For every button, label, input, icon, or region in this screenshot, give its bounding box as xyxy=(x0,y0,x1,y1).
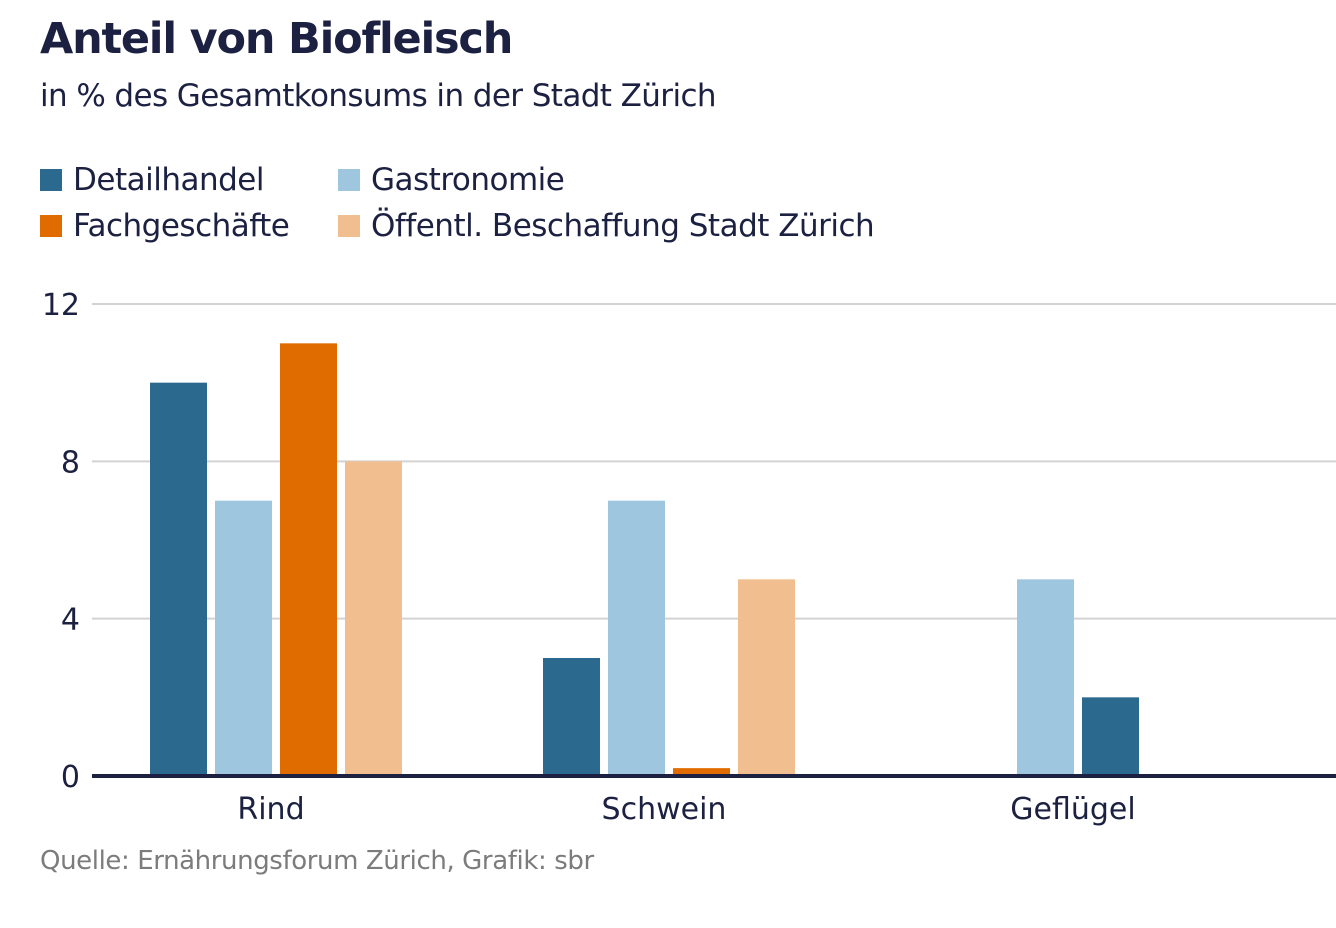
bar-rind-fachgeschafte xyxy=(280,343,337,776)
bar-schwein-fachgeschafte xyxy=(673,768,730,776)
legend-item-detailhandel: Detailhandel xyxy=(40,162,264,198)
bar-rind-offentl-beschaffung-stadt-zurich xyxy=(345,461,402,776)
legend-swatch-fachgeschaefte xyxy=(40,215,62,237)
legend-label: Fachgeschäfte xyxy=(73,208,290,244)
legend-label: Detailhandel xyxy=(73,162,264,198)
bar-geflugel-gastronomie xyxy=(1017,579,1074,776)
x-category-label: Rind xyxy=(237,792,304,827)
y-tick-label: 4 xyxy=(61,603,80,638)
bar-rind-gastronomie xyxy=(215,500,272,776)
y-tick-label: 0 xyxy=(61,760,80,795)
bar-rind-detailhandel xyxy=(150,382,207,776)
source-note: Quelle: Ernährungsforum Zürich, Grafik: … xyxy=(40,846,594,876)
legend-label: Gastronomie xyxy=(371,162,565,198)
chart-title: Anteil von Biofleisch xyxy=(40,14,513,64)
legend-swatch-gastronomie xyxy=(338,169,360,191)
x-category-label: Geflügel xyxy=(1010,792,1135,827)
legend-item-gastronomie: Gastronomie xyxy=(338,162,565,198)
bar-geflugel-detailhandel xyxy=(1082,697,1139,776)
legend-label: Öffentl. Beschaffung Stadt Zürich xyxy=(371,208,875,244)
bar-schwein-gastronomie xyxy=(608,500,665,776)
x-category-label: Schwein xyxy=(602,792,727,827)
y-tick-label: 8 xyxy=(61,445,80,480)
chart-subtitle: in % des Gesamtkonsums in der Stadt Züri… xyxy=(40,78,717,114)
legend-item-oeffentliche-beschaffung: Öffentl. Beschaffung Stadt Zürich xyxy=(338,208,875,244)
legend-swatch-oeffentliche-beschaffung xyxy=(338,215,360,237)
legend-item-fachgeschaefte: Fachgeschäfte xyxy=(40,208,290,244)
bar-schwein-detailhandel xyxy=(543,658,600,776)
y-tick-label: 12 xyxy=(42,288,80,323)
bar-schwein-offentl-beschaffung-stadt-zurich xyxy=(738,579,795,776)
legend-swatch-detailhandel xyxy=(40,169,62,191)
